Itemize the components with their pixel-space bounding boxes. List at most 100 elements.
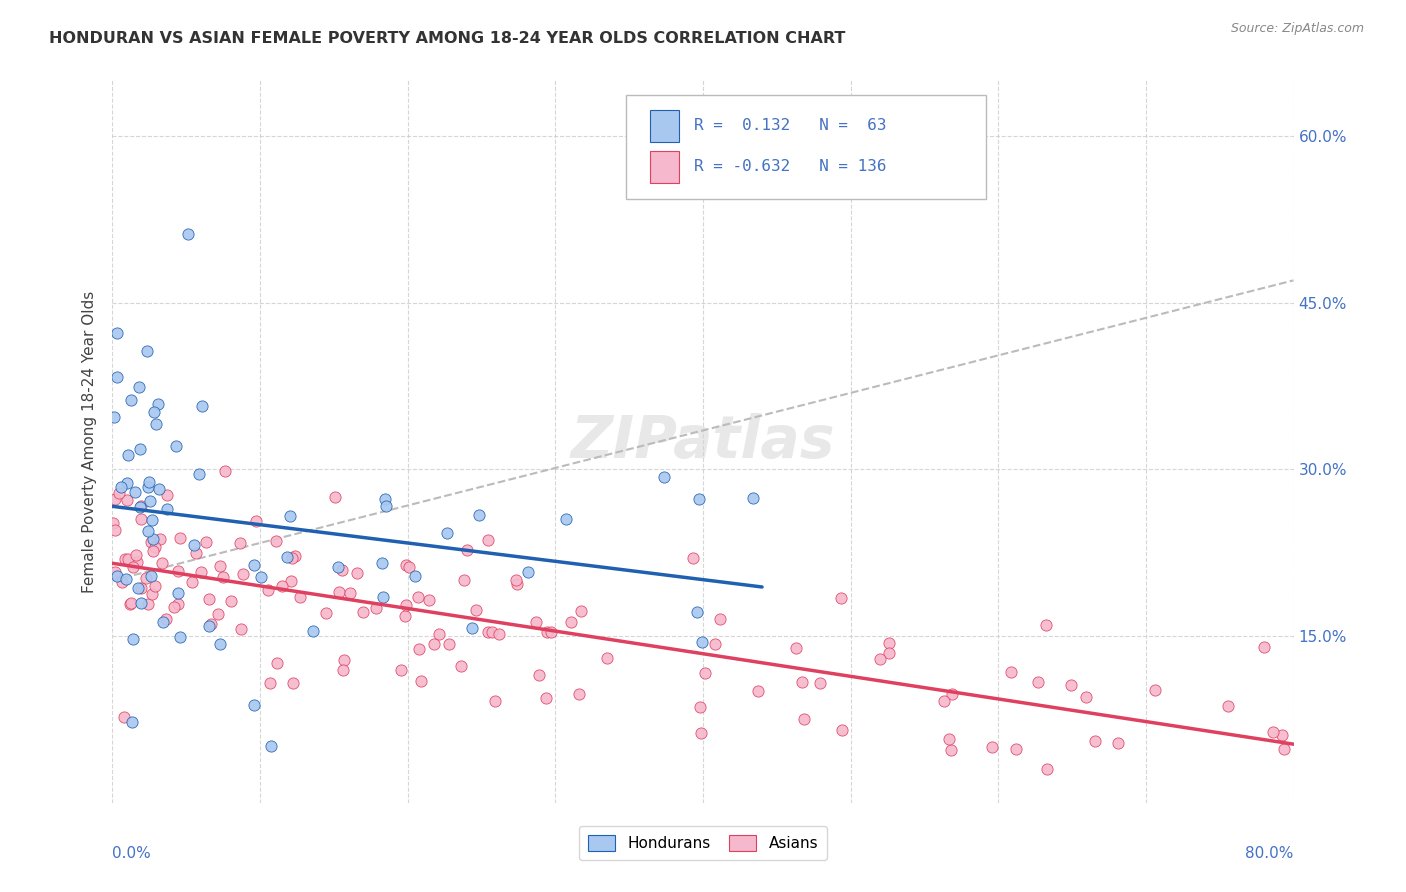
Point — [374, 491, 396, 506]
Point — [280, 574, 302, 589]
Point — [266, 656, 288, 670]
Point — [941, 743, 963, 757]
Point — [371, 590, 394, 604]
Point — [1253, 640, 1275, 655]
Point — [690, 635, 713, 649]
Point — [465, 602, 488, 616]
Point — [1005, 742, 1028, 756]
Point — [111, 575, 134, 590]
Point — [105, 326, 128, 341]
Point — [328, 584, 350, 599]
Point — [371, 556, 394, 570]
Point — [128, 500, 150, 514]
Point — [395, 599, 418, 613]
Point — [346, 566, 368, 580]
Point — [104, 565, 127, 579]
Point — [877, 646, 900, 660]
Point — [124, 485, 146, 500]
Point — [1272, 742, 1295, 756]
Point — [249, 570, 271, 584]
Point — [166, 564, 188, 578]
FancyBboxPatch shape — [650, 110, 679, 142]
Text: R =  0.132   N =  63: R = 0.132 N = 63 — [693, 119, 886, 133]
Point — [129, 500, 152, 514]
Point — [540, 624, 562, 639]
Point — [243, 558, 266, 573]
Point — [149, 532, 172, 546]
Point — [693, 666, 716, 681]
FancyBboxPatch shape — [650, 151, 679, 183]
Point — [141, 513, 163, 527]
Point — [408, 591, 430, 605]
Point — [155, 612, 177, 626]
Point — [145, 417, 167, 432]
Point — [121, 632, 143, 646]
Point — [125, 548, 148, 562]
Point — [138, 493, 160, 508]
Point — [352, 605, 374, 619]
Point — [516, 565, 538, 579]
FancyBboxPatch shape — [626, 95, 987, 200]
Point — [408, 642, 430, 657]
Point — [527, 667, 550, 681]
Point — [150, 557, 173, 571]
Point — [125, 556, 148, 570]
Point — [156, 501, 179, 516]
Point — [1143, 682, 1166, 697]
Point — [281, 675, 304, 690]
Point — [219, 594, 242, 608]
Point — [127, 581, 149, 595]
Point — [167, 598, 190, 612]
Point — [568, 687, 591, 701]
Point — [461, 621, 484, 635]
Point — [121, 715, 143, 730]
Point — [114, 552, 136, 566]
Point — [166, 586, 188, 600]
Point — [682, 551, 704, 566]
Point — [1026, 675, 1049, 690]
Point — [259, 676, 281, 690]
Point — [115, 493, 138, 508]
Point — [427, 626, 450, 640]
Point — [146, 397, 169, 411]
Point — [141, 535, 163, 549]
Point — [1076, 690, 1098, 704]
Point — [143, 579, 166, 593]
Point — [120, 392, 142, 407]
Point — [112, 710, 135, 724]
Point — [276, 549, 298, 564]
Point — [152, 615, 174, 629]
Point — [184, 546, 207, 560]
Point — [169, 630, 191, 644]
Point — [139, 568, 162, 582]
Point — [375, 500, 398, 514]
Point — [136, 480, 159, 494]
Point — [129, 596, 152, 610]
Point — [180, 574, 202, 589]
Point — [135, 344, 157, 359]
Point — [980, 739, 1002, 754]
Point — [120, 596, 142, 610]
Point — [117, 448, 139, 462]
Point — [142, 405, 165, 419]
Point — [191, 399, 214, 413]
Legend: Hondurans, Asians: Hondurans, Asians — [578, 826, 828, 860]
Point — [264, 533, 287, 548]
Point — [709, 612, 731, 626]
Point — [105, 569, 128, 583]
Text: R = -0.632   N = 136: R = -0.632 N = 136 — [693, 160, 886, 175]
Point — [229, 622, 252, 636]
Point — [326, 559, 349, 574]
Point — [103, 516, 125, 530]
Point — [315, 606, 337, 620]
Point — [136, 524, 159, 538]
Point — [808, 675, 831, 690]
Point — [330, 563, 353, 577]
Point — [404, 569, 426, 583]
Point — [685, 605, 707, 619]
Point — [138, 475, 160, 489]
Point — [103, 409, 125, 424]
Point — [932, 694, 955, 708]
Point — [793, 712, 815, 726]
Point — [142, 533, 165, 547]
